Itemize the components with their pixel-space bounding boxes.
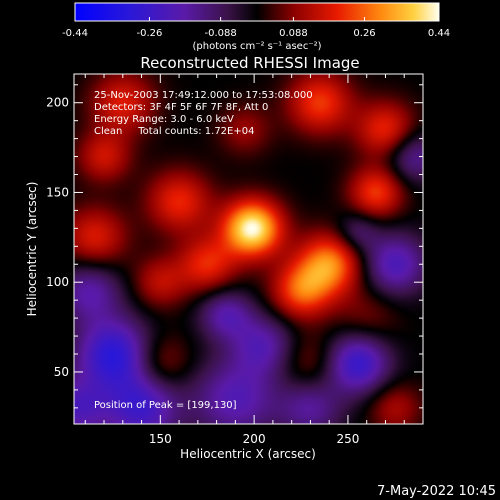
annotation-time: 25-Nov-2003 17:49:12.000 to 17:53:08.000 — [94, 90, 313, 101]
colorbar-ticks: -0.44 -0.26 -0.088 0.088 0.26 0.44 — [62, 17, 450, 39]
colorbar-tick-label: 0.26 — [353, 28, 375, 39]
y-tick-label: 200 — [46, 96, 69, 110]
chart-title: Reconstructed RHESSI Image — [140, 54, 359, 72]
y-tick-label: 150 — [46, 185, 69, 199]
plot-axes: 150 200 250 50 100 150 200 — [46, 74, 424, 446]
colorbar-tick-label: -0.088 — [204, 28, 236, 39]
plot-frame — [73, 73, 424, 425]
plot-timestamp: 7-May-2022 10:45 — [377, 484, 496, 499]
x-tick-label: 200 — [243, 432, 266, 446]
colorbar-tick-label: -0.26 — [137, 28, 163, 39]
x-tick-label: 250 — [336, 432, 359, 446]
colorbar-tick-label: 0.088 — [279, 28, 308, 39]
colorbar-units: (photons cm⁻² s⁻¹ asec⁻²) — [192, 41, 321, 52]
y-axis-label: Heliocentric Y (arcsec) — [25, 182, 39, 317]
y-tick-label: 50 — [54, 365, 69, 379]
annotation-energy: Energy Range: 3.0 - 6.0 keV — [94, 114, 234, 125]
x-axis-label: Heliocentric X (arcsec) — [180, 447, 316, 461]
y-tick-label: 100 — [46, 275, 69, 289]
peak-position-label: Position of Peak = [199,130] — [94, 400, 237, 411]
colorbar-tick-label: 0.44 — [428, 28, 450, 39]
annotation-clean: Clean Total counts: 1.72E+04 — [94, 126, 254, 137]
colorbar-tick-label: -0.44 — [62, 28, 88, 39]
colorbar — [74, 2, 440, 22]
x-tick-label: 150 — [149, 432, 172, 446]
annotation-detectors: Detectors: 3F 4F 5F 6F 7F 8F, Att 0 — [94, 102, 268, 113]
heatmap-image — [74, 74, 423, 424]
